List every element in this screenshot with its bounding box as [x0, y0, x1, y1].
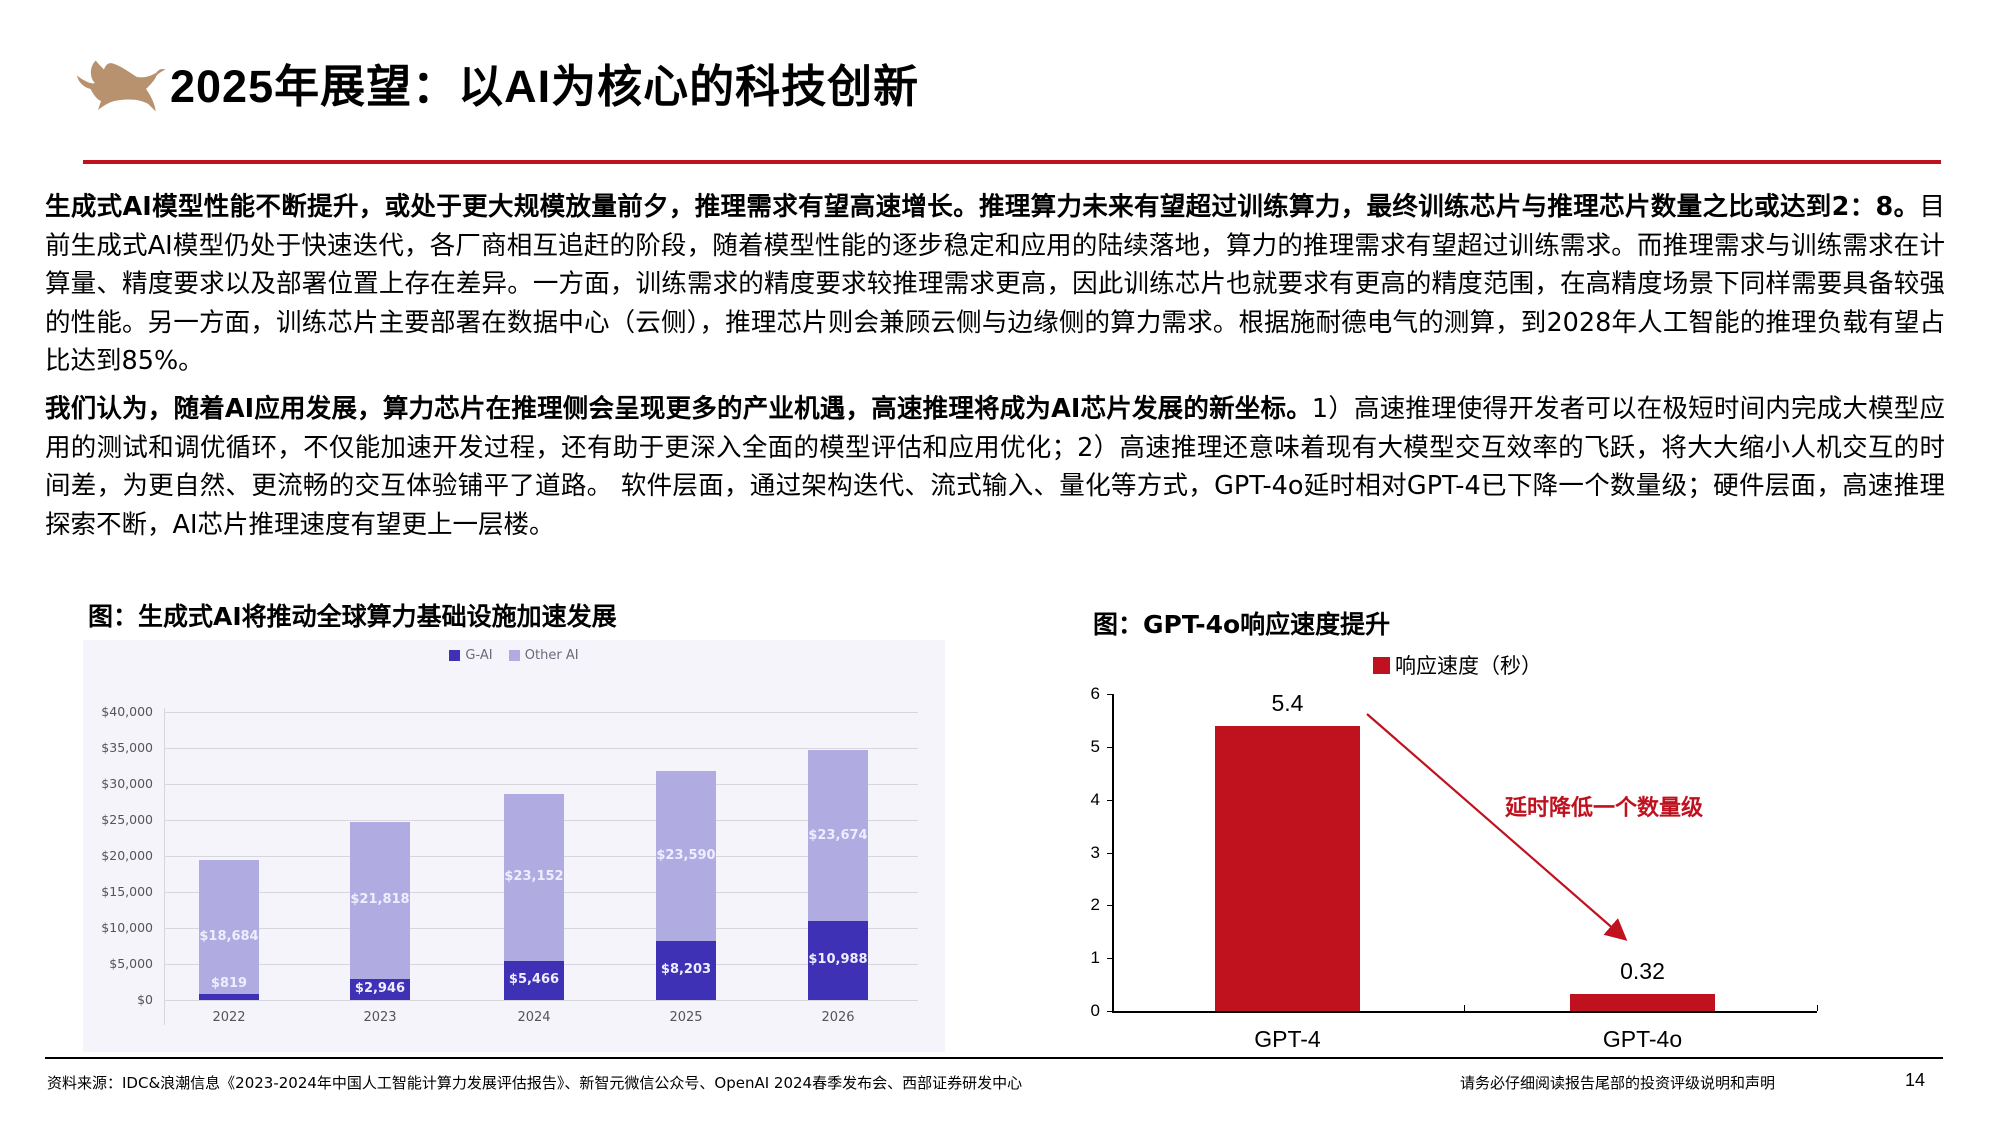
y-tick-label: $25,000	[101, 812, 153, 827]
bar-segment-gai	[808, 920, 868, 1000]
chart-legend: G-AI Other AI	[83, 648, 945, 665]
paragraph-body: 1）高速推理使得开发者可以在极短时间内完成大模型应用的测试和调优循环，不仅能加速…	[45, 394, 1945, 540]
gridline	[164, 748, 918, 749]
bar-value-label: $10,988	[808, 952, 868, 968]
y-tick-label: $5,000	[109, 956, 153, 971]
legend-swatch-icon	[508, 650, 520, 661]
paragraph-lead: 生成式AI模型性能不断提升，或处于更大规模放量前夕，推理需求有望高速增长。推理算…	[45, 192, 1920, 222]
bar-value-label: $18,684	[199, 928, 259, 944]
disclaimer-note: 请务必仔细阅读报告尾部的投资评级说明和声明	[1460, 1074, 1776, 1092]
y-tick-label: $20,000	[101, 848, 153, 863]
x-tick-label: 2023	[363, 1010, 397, 1025]
y-tick-label: $40,000	[101, 704, 153, 719]
x-tick-label: 2022	[212, 1010, 246, 1025]
bar-segment-other-ai: $23,674	[808, 750, 868, 921]
page-number: 14	[1905, 1070, 1926, 1090]
left-chart-caption: 图：生成式AI将推动全球算力基础设施加速发展	[88, 602, 617, 631]
bar-value-label: $23,590	[656, 848, 716, 863]
gridline	[164, 712, 918, 713]
legend-item-gai: G-AI	[449, 648, 493, 663]
bar-value-label: $2,946	[354, 981, 406, 997]
paragraph-body: 目前生成式AI模型仍处于快速迭代，各厂商相互追赶的阶段，随着模型性能的逐步稳定和…	[45, 192, 1945, 376]
legend-swatch-icon	[449, 650, 461, 661]
y-axis-line	[164, 708, 165, 1025]
bar-value-label: $21,818	[350, 892, 410, 908]
bar-segment-other-ai: $21,818	[350, 821, 410, 979]
bar-segment-gai	[656, 940, 716, 1000]
bar-value-label: $8,203	[660, 962, 712, 978]
footer-divider	[45, 1057, 1943, 1059]
plot-area: $0 $5,000 $10,000 $15,000 $20,000 $25,000 $30,…	[83, 640, 945, 1052]
legend-label: 响应速度（秒）	[1395, 654, 1542, 678]
right-chart-caption: 图：GPT-4o响应速度提升	[1093, 610, 1391, 639]
y-tick-label: $30,000	[101, 776, 153, 791]
bar-segment-other-ai: $23,152	[504, 793, 564, 961]
gridline	[164, 1000, 918, 1001]
page-title: 2025年展望：以AI为核心的科技创新	[170, 61, 920, 112]
bar-segment-gai	[504, 960, 564, 1000]
bull-logo-icon	[62, 44, 182, 122]
paragraph-inference-demand: 生成式AI模型性能不断提升，或处于更大规模放量前夕，推理需求有望高速增长。推理算…	[45, 188, 1945, 381]
y-tick-label: $35,000	[101, 740, 153, 755]
x-tick-label: 2024	[517, 1010, 551, 1025]
chart-legend: 响应速度（秒）	[1373, 650, 1542, 680]
legend-swatch-icon	[1373, 656, 1390, 674]
paragraph-lead: 我们认为，随着AI应用发展，算力芯片在推理侧会呈现更多的产业机遇，高速推理将成为…	[45, 394, 1312, 424]
y-tick-label: $10,000	[101, 920, 153, 935]
y-tick-label: $15,000	[101, 884, 153, 899]
bar-segment-other-ai: $23,590	[656, 771, 716, 941]
title-divider	[83, 160, 1941, 164]
paragraph-high-speed-inference: 我们认为，随着AI应用发展，算力芯片在推理侧会呈现更多的产业机遇，高速推理将成为…	[45, 390, 1945, 544]
y-tick-label: $0	[137, 992, 153, 1007]
bar-segment-gai	[199, 994, 259, 1000]
bar-value-label: $5,466	[508, 972, 560, 988]
bar-segment-other-ai: $18,684	[199, 859, 259, 995]
source-note: 资料来源：IDC&浪潮信息《2023-2024年中国人工智能计算力发展评估报告》…	[47, 1074, 1023, 1092]
bar-value-label: $23,674	[808, 827, 868, 843]
x-tick-label: 2026	[821, 1010, 855, 1025]
bar-value-label: $819	[210, 976, 248, 992]
gai-stacked-bar-chart: G-AI Other AI $0 $5,000 $10,000 $15,000 $20,…	[83, 640, 945, 1052]
latency-annotation: 延时降低一个数量级	[1505, 796, 1704, 821]
bar-segment-gai	[350, 978, 410, 1000]
x-tick-label: 2025	[669, 1010, 703, 1025]
legend-item-other-ai: Other AI	[508, 648, 579, 663]
gridline	[164, 784, 918, 785]
bar-value-label: $23,152	[504, 869, 564, 885]
